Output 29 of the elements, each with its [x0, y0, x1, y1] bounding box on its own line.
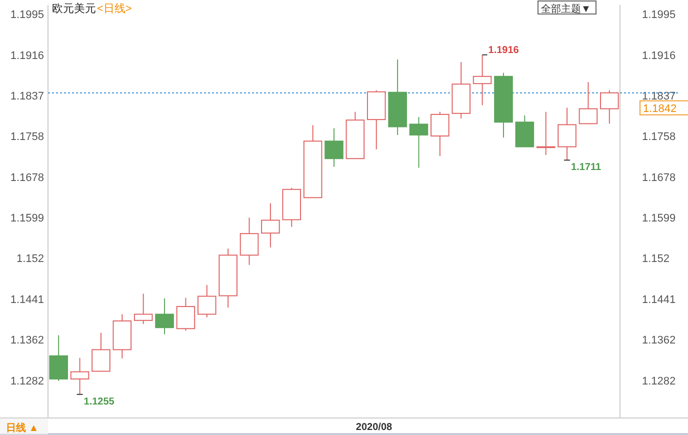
- y-tick-label: 1.1995: [10, 9, 44, 22]
- ref-line-label: 1.1842: [643, 102, 677, 115]
- y2-tick-label: 1.152: [642, 253, 670, 266]
- text: 2020/08: [356, 422, 393, 433]
- annotation: 1.1916: [488, 44, 520, 56]
- y-tick-label: 1.1837: [10, 90, 44, 102]
- chart-subtitle: <日线>: [97, 2, 132, 15]
- annotation: 1.1711: [571, 162, 602, 174]
- y-tick-label: 1.1282: [10, 376, 44, 388]
- y-tick-label: 1.1599: [10, 212, 44, 225]
- y-tick-label: 1.1678: [10, 172, 44, 184]
- y2-tick-label: 1.1916: [642, 50, 676, 62]
- chart-title: 欧元美元: [52, 2, 96, 15]
- y2-tick-label: 1.1599: [642, 212, 676, 225]
- y2-tick-label: 1.1678: [642, 172, 676, 184]
- y-tick-label: 1.152: [16, 253, 44, 266]
- y-tick-label: 1.1916: [10, 50, 44, 62]
- y2-tick-label: 1.1282: [642, 376, 676, 388]
- annotation: 1.1255: [84, 396, 115, 408]
- y2-tick-label: 1.1995: [642, 9, 676, 22]
- y2-tick-label: 1.1837: [642, 90, 676, 102]
- y-tick-label: 1.1441: [10, 294, 44, 306]
- y-tick-label: 1.1758: [10, 130, 44, 143]
- y2-tick-label: 1.1362: [642, 334, 676, 346]
- text: 日线 ▲: [6, 422, 39, 434]
- y2-tick-label: 1.1758: [642, 130, 676, 143]
- y-tick-label: 1.1362: [10, 334, 44, 346]
- annotation: 全部主题▼: [541, 3, 591, 15]
- y2-tick-label: 1.1441: [642, 294, 676, 306]
